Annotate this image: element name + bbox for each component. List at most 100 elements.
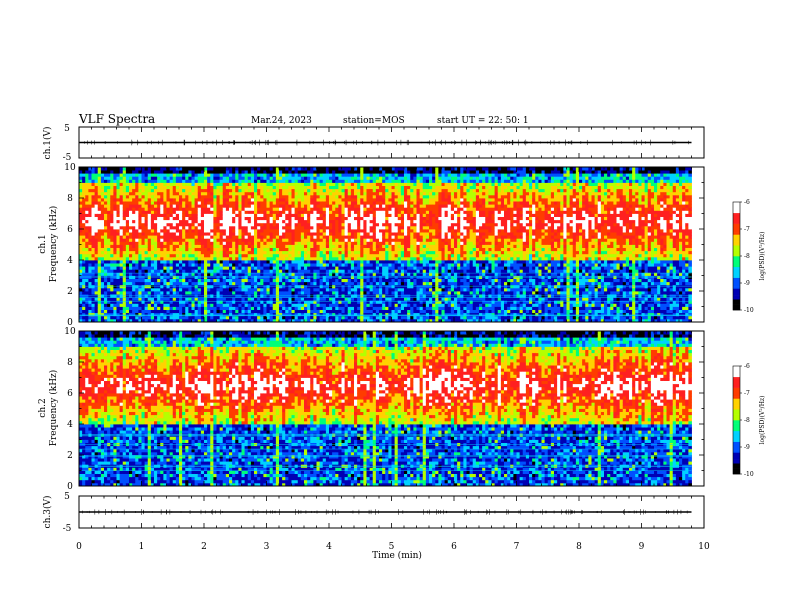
spectrogram-cell xyxy=(310,204,314,208)
spectrogram-cell xyxy=(201,214,205,218)
spectrogram-cell xyxy=(207,189,211,193)
spectrogram-cell xyxy=(104,285,108,289)
spectrogram-cell xyxy=(282,260,286,264)
spectrogram-cell xyxy=(257,214,261,218)
spectrogram-cell xyxy=(226,207,230,211)
spectrogram-cell xyxy=(332,260,336,264)
spectrogram-cell xyxy=(185,207,189,211)
spectrogram-cell xyxy=(295,266,299,270)
spectrogram-cell xyxy=(348,316,352,320)
spectrogram-cell xyxy=(223,279,227,283)
spectrogram-cell xyxy=(267,176,271,180)
spectrogram-cell xyxy=(310,173,314,177)
spectrogram-cell xyxy=(351,266,355,270)
spectrogram-cell xyxy=(282,263,286,267)
spectrogram-cell xyxy=(98,288,102,292)
spectrogram-cell xyxy=(220,186,224,190)
spectrogram-cell xyxy=(145,241,149,245)
spectrogram-cell xyxy=(88,291,92,295)
spectrogram-cell xyxy=(185,248,189,252)
spectrogram-cell xyxy=(273,195,277,199)
spectrogram-cell xyxy=(223,229,227,233)
spectrogram-cell xyxy=(132,300,136,304)
spectrogram-cell xyxy=(245,217,249,221)
spectrogram-cell xyxy=(276,204,280,208)
spectrogram-cell xyxy=(182,307,186,311)
spectrogram-cell xyxy=(351,248,355,252)
spectrogram-cell xyxy=(342,232,346,236)
spectrogram-cell xyxy=(192,248,196,252)
spectrogram-cell xyxy=(248,257,252,261)
spectrogram-cell xyxy=(285,183,289,187)
spectrogram-cell xyxy=(113,198,117,202)
spectrogram-cell xyxy=(148,300,152,304)
spectrogram-cell xyxy=(132,291,136,295)
spectrogram-cell xyxy=(279,310,283,314)
spectrogram-cell xyxy=(95,192,99,196)
spectrogram-cell xyxy=(329,207,333,211)
spectrogram-cell xyxy=(217,310,221,314)
spectrogram-cell xyxy=(213,316,217,320)
spectrogram-cell xyxy=(370,173,374,177)
spectrogram-cell xyxy=(98,238,102,242)
spectrogram-cell xyxy=(342,176,346,180)
spectrogram-cell xyxy=(363,238,367,242)
spectrogram-cell xyxy=(254,189,258,193)
spectrogram-cell xyxy=(254,254,258,257)
spectrogram-cell xyxy=(238,263,242,267)
spectrogram-cell xyxy=(323,183,327,187)
spectrogram-cell xyxy=(245,251,249,255)
spectrogram-cell xyxy=(245,198,249,202)
spectrogram-cell xyxy=(257,186,261,190)
spectrogram-cell xyxy=(151,217,155,221)
spectrogram-cell xyxy=(173,229,177,233)
spectrogram-cell xyxy=(282,210,286,214)
spectrogram-cell xyxy=(110,316,114,320)
spectrogram-cell xyxy=(217,179,221,183)
spectrogram-cell xyxy=(288,195,292,199)
spectrogram-cell xyxy=(110,223,114,227)
spectrogram-cell xyxy=(117,217,121,221)
spectrogram-cell xyxy=(226,300,230,304)
spectrogram-cell xyxy=(210,198,214,202)
spectrogram-cell xyxy=(98,310,102,314)
spectrogram-cell xyxy=(288,291,292,295)
spectrogram-cell xyxy=(238,316,242,320)
spectrogram-cell xyxy=(251,260,255,264)
spectrogram-cell xyxy=(248,201,252,205)
spectrogram-cell xyxy=(345,269,349,273)
spectrogram-cell xyxy=(292,179,296,183)
spectrogram-cell xyxy=(148,291,152,295)
spectrogram-cell xyxy=(357,291,361,295)
spectrogram-cell xyxy=(192,192,196,196)
spectrogram-cell xyxy=(117,251,121,255)
spectrogram-cell xyxy=(113,248,117,252)
spectrogram-cell xyxy=(285,257,289,261)
spectrogram-cell xyxy=(217,254,221,257)
spectrogram-cell xyxy=(304,263,308,267)
spectrogram-cell xyxy=(242,288,246,292)
spectrogram-cell xyxy=(373,232,377,236)
spectrogram-cell xyxy=(195,210,199,214)
spectrogram-cell xyxy=(154,186,158,190)
spectrogram-cell xyxy=(170,310,174,314)
spectrogram-cell xyxy=(123,254,127,257)
spectrogram-cell xyxy=(157,201,161,205)
spectrogram-cell xyxy=(138,266,142,270)
spectrogram-cell xyxy=(251,217,255,221)
spectrogram-cell xyxy=(179,217,183,221)
spectrogram-cell xyxy=(363,300,367,304)
spectrogram-cell xyxy=(220,183,224,187)
spectrogram-cell xyxy=(229,204,233,208)
spectrogram-cell xyxy=(210,189,214,193)
spectrogram-cell xyxy=(167,245,171,249)
spectrogram-cell xyxy=(113,232,117,236)
spectrogram-cell xyxy=(135,207,139,211)
spectrogram-cell xyxy=(345,179,349,183)
spectrogram-cell xyxy=(182,223,186,227)
spectrogram-cell xyxy=(301,195,305,199)
spectrogram-cell xyxy=(217,316,221,320)
spectrogram-cell xyxy=(135,186,139,190)
spectrogram-cell xyxy=(126,248,130,252)
spectrogram-cell xyxy=(160,192,164,196)
